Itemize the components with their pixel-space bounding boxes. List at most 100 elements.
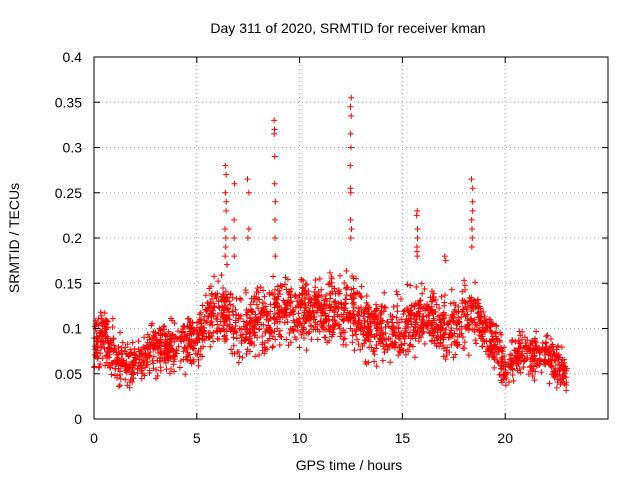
data-point <box>487 319 494 326</box>
data-point <box>393 288 400 295</box>
data-point <box>348 225 355 232</box>
data-point <box>501 353 508 360</box>
data-point <box>350 301 357 308</box>
data-point <box>272 198 279 205</box>
data-point <box>368 344 375 351</box>
data-point <box>558 376 565 383</box>
data-point <box>429 325 436 332</box>
data-point <box>287 291 294 298</box>
data-point <box>445 321 452 328</box>
data-point <box>392 339 399 346</box>
data-point <box>516 353 523 360</box>
data-point <box>131 349 138 356</box>
data-point <box>509 371 516 378</box>
data-point <box>474 310 481 317</box>
data-point <box>448 286 455 293</box>
data-point <box>118 351 125 358</box>
data-point <box>395 352 402 359</box>
data-point <box>194 319 201 326</box>
data-point <box>490 320 497 327</box>
data-point <box>548 360 555 367</box>
data-point <box>226 321 233 328</box>
data-point <box>416 332 423 339</box>
data-point <box>517 343 524 350</box>
data-point <box>332 298 339 305</box>
data-point <box>152 330 159 337</box>
data-point <box>157 332 164 339</box>
data-point <box>169 346 176 353</box>
data-point <box>176 364 183 371</box>
data-point <box>420 319 427 326</box>
data-point <box>266 335 273 342</box>
data-point <box>429 294 436 301</box>
data-point <box>556 371 563 378</box>
data-point <box>256 296 263 303</box>
data-point <box>326 328 333 335</box>
data-point <box>400 308 407 315</box>
data-point <box>294 321 301 328</box>
data-point <box>207 343 214 350</box>
data-point <box>235 349 242 356</box>
data-point <box>239 354 246 361</box>
data-point <box>315 292 322 299</box>
data-point <box>390 303 397 310</box>
data-point <box>498 331 505 338</box>
data-point <box>181 333 188 340</box>
data-point <box>395 335 402 342</box>
data-point <box>354 336 361 343</box>
data-point <box>370 348 377 355</box>
data-point <box>256 326 263 333</box>
data-point <box>536 349 543 356</box>
data-point <box>236 315 243 322</box>
data-point <box>260 321 267 328</box>
data-point <box>238 326 245 333</box>
data-point <box>481 327 488 334</box>
data-point <box>154 372 161 379</box>
data-point <box>236 353 243 360</box>
data-point <box>231 235 238 241</box>
data-point <box>230 342 237 349</box>
data-point <box>161 351 168 358</box>
data-point <box>303 281 310 288</box>
data-point <box>106 339 113 346</box>
data-point <box>216 324 222 331</box>
data-point <box>231 216 238 223</box>
data-point <box>330 326 337 333</box>
data-point <box>454 333 461 340</box>
data-point <box>244 309 251 316</box>
data-point <box>469 207 476 214</box>
data-point <box>412 319 419 326</box>
data-point <box>476 327 483 334</box>
data-point <box>382 304 389 311</box>
data-point <box>144 331 151 338</box>
data-point <box>97 350 104 357</box>
data-point <box>489 336 496 343</box>
data-point <box>222 316 229 323</box>
data-point <box>312 284 319 291</box>
data-point <box>426 329 433 336</box>
data-point <box>205 334 212 341</box>
data-point <box>206 285 213 292</box>
data-point <box>498 359 505 366</box>
data-point <box>97 361 104 368</box>
data-point <box>420 329 427 336</box>
data-point <box>130 375 137 382</box>
data-point <box>488 330 495 337</box>
data-point <box>469 185 476 192</box>
x-tick-label: 0 <box>90 430 98 446</box>
data-point <box>244 176 251 183</box>
data-point <box>253 289 260 296</box>
data-point <box>244 235 251 241</box>
data-point <box>224 321 231 328</box>
data-point <box>253 301 260 308</box>
data-point <box>309 303 316 310</box>
data-point <box>436 343 443 350</box>
data-point <box>351 347 358 354</box>
data-point <box>217 328 224 335</box>
data-point <box>403 333 410 340</box>
data-point <box>331 308 338 315</box>
data-point <box>97 309 104 316</box>
data-point <box>559 372 566 379</box>
data-point <box>328 275 335 282</box>
y-tick-label: 0.05 <box>55 366 82 382</box>
